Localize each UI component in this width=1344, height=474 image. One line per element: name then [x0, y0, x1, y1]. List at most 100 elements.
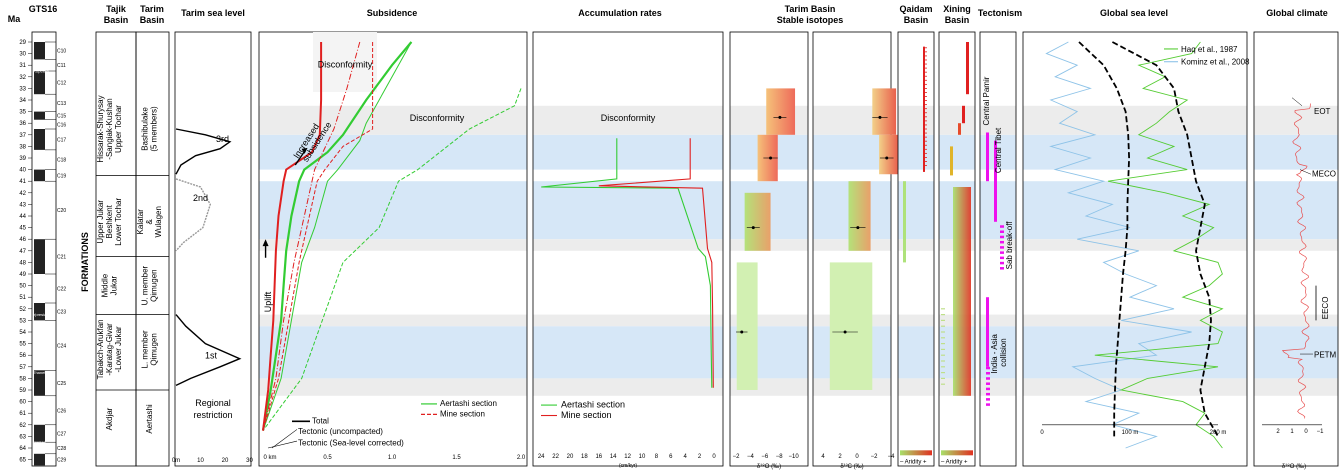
polarity-block	[34, 111, 45, 120]
header-qaidam-1: Qaidam	[899, 4, 932, 14]
chron-label: C20	[57, 208, 66, 214]
accumulation-tick: 20	[567, 454, 574, 460]
meco-pointer	[1299, 169, 1312, 175]
gsl-tick: 100 m	[1122, 430, 1139, 436]
polarity-block	[34, 71, 45, 95]
o-tick: −8	[776, 454, 784, 460]
chron-label: C11	[57, 63, 66, 69]
age-tick-label: 32	[19, 75, 26, 81]
header-tarim-2: Basin	[140, 15, 165, 25]
age-tick-label: 60	[19, 400, 26, 406]
legend-pointer-2	[267, 440, 298, 449]
tarim-formation-name: Aertashi	[145, 404, 154, 434]
climate-tick: −1	[1317, 429, 1325, 435]
india-asia-bar	[986, 297, 989, 367]
tajik-formation-name: MiddleJukar	[101, 273, 119, 297]
xining-aridity-range	[953, 187, 971, 396]
chron-label: C17	[57, 137, 66, 143]
tajik-formation-name: Upper JukarBeshkentLower Tochar	[96, 198, 123, 246]
chron-label: C12	[57, 81, 66, 87]
transgression-band	[533, 326, 723, 379]
chron-label: C24	[57, 343, 66, 349]
hiatus-band	[533, 105, 723, 135]
sab-breakoff-segment	[1000, 251, 1004, 254]
age-tick-label: 58	[19, 376, 26, 382]
isotope-panels: −2 −4 −6 −8 −10 δ¹⁸O (‰) 4 2 0 −2 −4 δ¹³C (‰)	[729, 31, 898, 470]
tarim-sea-level-panel: 3rd 2nd 1st Regional restriction 0m 10 20 30	[172, 31, 253, 467]
chron-label: C21	[57, 255, 66, 261]
age-tick-label: 41	[19, 179, 26, 185]
subsidence-arrow-head	[301, 147, 308, 154]
age-tick-label: 46	[19, 237, 26, 243]
gsl-tick: 0	[1040, 430, 1044, 436]
stage-label: Thanetian	[33, 370, 51, 375]
tarim-formation-name: Bashibulake(5 members)	[141, 106, 159, 152]
accumulation-tick: 8	[655, 454, 659, 460]
long-term-trend-1	[1078, 41, 1131, 437]
petm-label: PETM	[1314, 351, 1337, 360]
age-tick-label: 37	[19, 133, 26, 139]
polarity-block	[34, 169, 45, 182]
polarity-block	[34, 42, 45, 60]
o-tick: −4	[747, 454, 755, 460]
age-tick-label: 45	[19, 226, 26, 232]
c-axis-label: δ¹³C (‰)	[840, 464, 863, 470]
xining-aridity-label: – Aridity +	[941, 459, 968, 465]
climate-tick: 2	[1276, 429, 1280, 435]
kominz-curve	[1045, 41, 1192, 449]
o-mean-point	[769, 156, 773, 160]
central-pamir-label: Central Pamir	[982, 76, 991, 125]
qaidam-arid-bar	[923, 46, 925, 172]
mine-accumulation-line	[598, 138, 714, 388]
header-tectonism: Tectonism	[978, 8, 1022, 18]
qaidam-humid-bar	[903, 181, 906, 263]
sab-breakoff-segment	[1000, 256, 1004, 260]
india-asia-segment	[986, 387, 990, 391]
formations: FORMATIONS Hissarak-Shurysay-Sangiak-Kus…	[80, 31, 170, 467]
header-gts16: GTS16	[29, 4, 58, 14]
tajik-formation-name: Akdjar	[105, 407, 114, 430]
transgression-1st: 1st	[205, 351, 218, 361]
disconformity-label-1: Disconformity	[318, 60, 373, 70]
age-axis: 29 30 31 32 33 34 35 36 37 38 39 40 41 42 43 44 45 46 47 48…	[19, 40, 32, 464]
polarity-block	[34, 424, 45, 443]
accumulation-unit: (cm/kyr)	[619, 463, 637, 469]
age-tick-label: 55	[19, 342, 26, 348]
o-mean-point	[751, 226, 755, 230]
accumulation-tick: 14	[610, 454, 617, 460]
chron-label: C10	[57, 49, 66, 55]
transgression-band	[259, 326, 527, 379]
global-sea-level-panel: Haq et al., 1987 Kominz et al., 2008 0 100…	[1022, 31, 1250, 467]
accumulation-tick: 22	[552, 454, 559, 460]
c-isotope-range	[879, 134, 898, 175]
o-isotope-range	[766, 88, 796, 135]
chron-label: C29	[57, 458, 66, 464]
aertashi-sealevel-line	[262, 88, 522, 431]
accumulation-tick: 2	[698, 454, 702, 460]
polarity-block	[34, 453, 45, 466]
age-tick-label: 54	[19, 330, 26, 336]
hiatus-band	[939, 105, 975, 135]
aertashi-accumulation-line	[541, 138, 713, 388]
header-xining-1: Xining	[943, 4, 971, 14]
transgression-band	[898, 326, 934, 379]
hiatus-band	[259, 105, 527, 135]
aertashi-total-line	[261, 41, 413, 431]
long-term-trend-2	[1111, 41, 1219, 437]
transgression-band	[1023, 134, 1247, 170]
hiatus-band	[898, 239, 934, 251]
sea-level-curve	[175, 128, 242, 387]
sea-level-curve-uncertain	[175, 178, 212, 252]
transgression-band	[259, 181, 527, 240]
stage-label: Selandian	[33, 405, 51, 410]
header-global-climate: Global climate	[1266, 8, 1328, 18]
age-tick-label: 64	[19, 446, 26, 452]
hiatus-band	[898, 105, 934, 135]
o-mean-point	[778, 115, 782, 119]
sab-breakoff-segment	[1000, 267, 1004, 270]
chron-label: C28	[57, 446, 66, 452]
legend-tectonic-corrected: Tectonic (Sea-level corrected)	[298, 439, 404, 448]
hiatus-band	[259, 314, 527, 327]
hiatus-band	[898, 314, 934, 327]
